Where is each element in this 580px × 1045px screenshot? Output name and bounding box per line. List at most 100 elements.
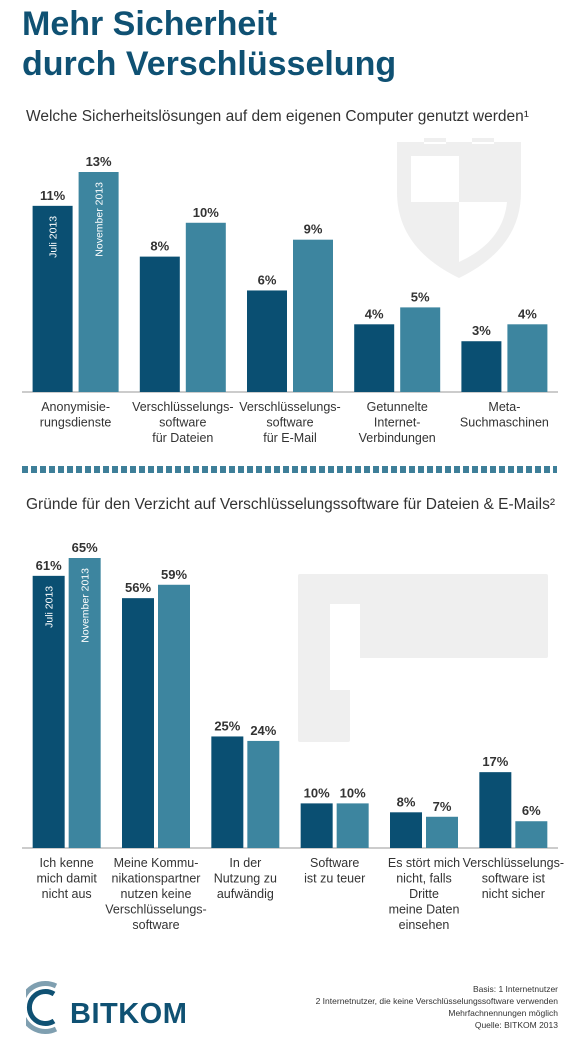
category-label: Verschlüsselungs-software für Dateien <box>132 400 233 445</box>
data-label: 10% <box>340 785 366 800</box>
shield-quarters <box>411 156 507 262</box>
footnote-line: Quelle: BITKOM 2013 <box>474 1020 558 1030</box>
footnote-line: Mehrfachnennungen möglich <box>448 1008 558 1018</box>
category-label: Verschlüsselungs-software für E-Mail <box>239 400 340 445</box>
category-label-line: Meine Kommu- <box>114 856 199 870</box>
category-label-line: meine Daten <box>389 903 460 917</box>
category-label: Anonymisie-rungsdienste <box>40 400 112 430</box>
category-label-line: Nutzung zu <box>214 872 277 886</box>
chart-security-solutions: 11% Juli 2013 13% November 2013 Anonymisie-r… <box>22 138 558 445</box>
category-label-line: Verschlüsselungs- <box>463 856 564 870</box>
data-label: 59% <box>161 567 187 582</box>
category-label-line: nicht sicher <box>482 887 545 901</box>
category-label-line: Internet- <box>374 416 421 430</box>
category-label-line: nicht aus <box>42 887 92 901</box>
category-label: Es stört mich nicht, falls Dritte meine Dat… <box>388 856 460 932</box>
bar <box>247 290 287 392</box>
category-label-line: mich damit <box>36 872 97 886</box>
footnote: Basis: 1 Internetnutzer 2 Internetnutzer… <box>316 983 558 1031</box>
bitkom-logo: BITKOM <box>18 980 206 1035</box>
data-label: 10% <box>193 205 219 220</box>
data-label: 11% <box>40 188 66 203</box>
category-label-line: rungsdienste <box>40 416 112 430</box>
category-label-line: software <box>159 416 206 430</box>
data-label: 6% <box>258 272 277 287</box>
category-label-line: Verschlüsselungs- <box>132 400 233 414</box>
category-label: Meine Kommu-nikationspartner nutzen keine… <box>105 856 206 932</box>
data-label: 65% <box>72 540 98 555</box>
category-label-line: Meta- <box>488 400 520 414</box>
bar <box>426 816 458 848</box>
category-label-line: software ist <box>482 872 546 886</box>
data-label: 25% <box>214 718 240 733</box>
category-label-line: Verschlüsselungs- <box>239 400 340 414</box>
category-label-line: aufwändig <box>217 887 274 901</box>
data-label: 8% <box>150 239 169 254</box>
data-label: 6% <box>522 803 541 818</box>
category-label: Software ist zu teuer <box>304 856 365 886</box>
data-label: 10% <box>304 785 330 800</box>
footnote-line: 2 Internetnutzer, die keine Verschlüssel… <box>315 996 558 1006</box>
hammer-notch <box>330 604 360 690</box>
data-label: 8% <box>397 794 416 809</box>
bar <box>247 740 280 848</box>
data-label: 7% <box>433 799 452 814</box>
legend-label: Juli 2013 <box>44 586 56 628</box>
category-label-line: Anonymisie- <box>41 400 110 414</box>
data-label: 4% <box>518 306 537 321</box>
category-label: Getunnelte Internet-Verbindungen <box>359 400 436 445</box>
bar <box>78 172 119 392</box>
category-label-line: software <box>266 416 313 430</box>
data-label: 61% <box>36 558 62 573</box>
category-label-line: Suchmaschinen <box>460 416 549 430</box>
data-label: 3% <box>472 323 491 338</box>
bar <box>300 803 333 848</box>
bar <box>507 324 548 392</box>
hammer-icon <box>298 574 548 742</box>
bar <box>211 736 244 848</box>
category-label: Ich kenne mich damit nicht aus <box>36 856 97 901</box>
bar <box>32 205 73 392</box>
category-label-line: nicht, falls <box>396 872 452 886</box>
title-line-1: Mehr Sicherheit <box>22 5 278 43</box>
data-label: 17% <box>482 754 508 769</box>
data-label: 13% <box>86 154 112 169</box>
category-label-line: Verbindungen <box>359 431 436 445</box>
data-label: 24% <box>250 723 276 738</box>
category-label-line: nikationspartner <box>112 872 201 886</box>
data-label: 9% <box>304 222 323 237</box>
category-label-line: software <box>132 918 179 932</box>
category-label-line: für E-Mail <box>263 431 316 445</box>
footnote-line: Basis: 1 Internetnutzer <box>472 984 558 994</box>
category-label-line: Es stört mich <box>388 856 460 870</box>
chart1-title: Welche Sicherheitslösungen auf dem eigen… <box>26 108 529 125</box>
bar <box>68 558 101 848</box>
bar <box>400 307 441 392</box>
chart2-title: Gründe für den Verzicht auf Verschlüssel… <box>26 496 555 513</box>
category-label: Meta- Suchmaschinen <box>460 400 549 430</box>
legend-label: November 2013 <box>80 568 92 643</box>
category-label-line: Verschlüsselungs- <box>105 903 206 917</box>
bar <box>461 341 502 392</box>
bar <box>515 821 548 848</box>
data-label: 56% <box>125 580 151 595</box>
category-label-line: einsehen <box>399 918 450 932</box>
category-label-line: für Dateien <box>152 431 213 445</box>
category-label-line: Getunnelte <box>367 400 428 414</box>
bar <box>185 222 226 392</box>
category-label-line: Software <box>310 856 359 870</box>
title-line-2: durch Verschlüsselung <box>22 45 397 83</box>
category-label-line: ist zu teuer <box>304 872 365 886</box>
bitkom-logo-icon <box>18 981 58 1034</box>
bar <box>158 584 190 848</box>
category-label-line: Ich kenne <box>40 856 94 870</box>
data-label: 5% <box>411 289 430 304</box>
category-label-line: nutzen keine <box>121 887 192 901</box>
bar <box>479 772 512 848</box>
legend-label: November 2013 <box>94 182 106 257</box>
bar <box>336 803 369 848</box>
section-separator <box>22 466 557 473</box>
bar <box>122 598 154 848</box>
legend-label: Juli 2013 <box>48 216 60 258</box>
category-label: Verschlüsselungs-software ist nicht siche… <box>463 856 564 901</box>
